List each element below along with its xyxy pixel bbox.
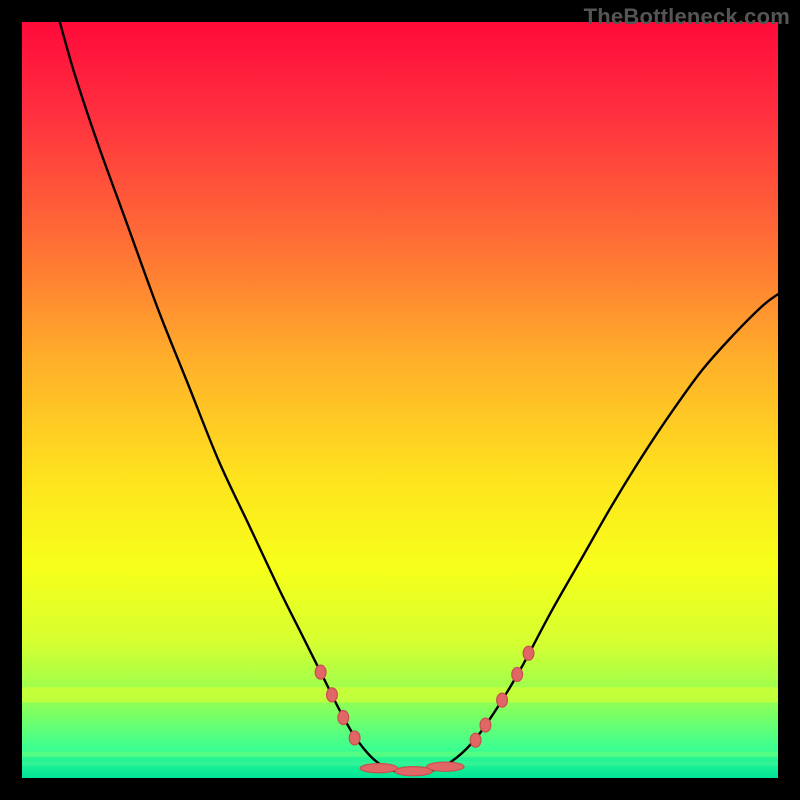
curve-marker (497, 693, 508, 707)
curve-marker (349, 731, 360, 745)
curve-marker (327, 688, 338, 702)
curve-marker (512, 667, 523, 681)
watermark-label: TheBottleneck.com (584, 4, 790, 30)
chart-viewport: TheBottleneck.com (0, 0, 800, 800)
gradient-curve-chart (22, 22, 778, 778)
curve-marker (427, 762, 464, 771)
curve-marker (523, 646, 534, 660)
gradient-background (22, 22, 778, 778)
curve-marker (338, 711, 349, 725)
plot-area (22, 22, 778, 778)
curve-marker (315, 665, 326, 679)
curve-marker (360, 764, 397, 773)
curve-marker (480, 718, 491, 732)
curve-marker (470, 733, 481, 747)
